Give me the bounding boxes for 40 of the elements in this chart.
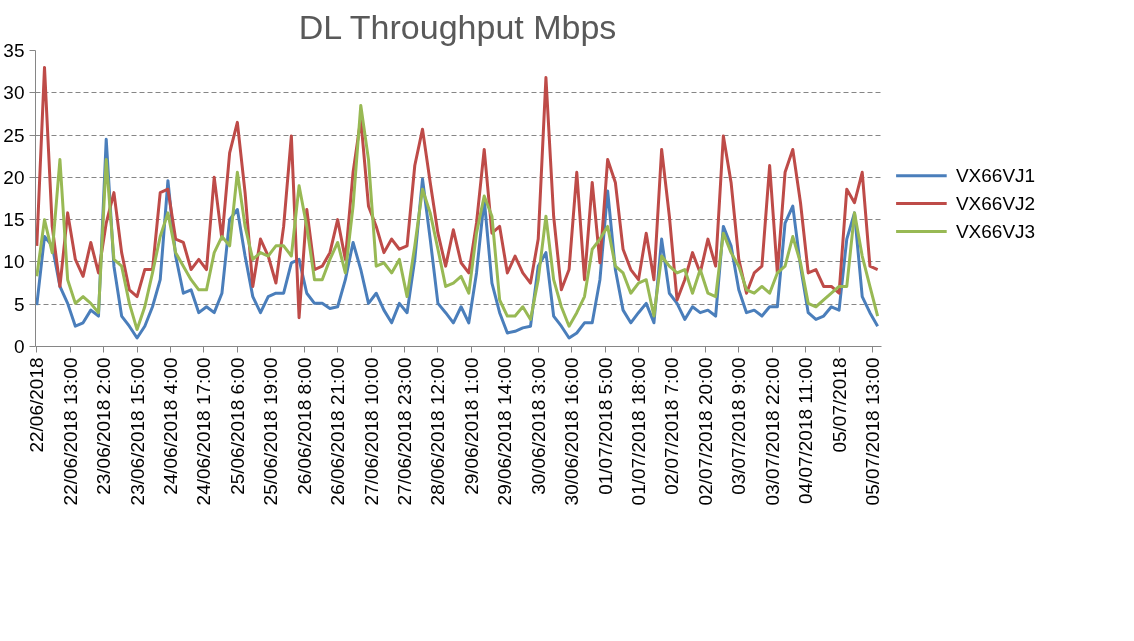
legend-label: VX66VJ2 xyxy=(955,193,1036,215)
x-tick-label: 22/06/2018 13:00 xyxy=(59,357,81,506)
y-tick-label: 20 xyxy=(3,166,25,188)
x-tick-label: 22/06/2018 xyxy=(26,357,48,453)
x-tick-label: 02/07/2018 7:00 xyxy=(661,357,683,495)
x-tick-label: 25/06/2018 6:00 xyxy=(226,357,248,495)
x-tick-label: 28/06/2018 12:00 xyxy=(427,357,449,506)
y-tick-label: 0 xyxy=(13,336,25,357)
legend-label: VX66VJ1 xyxy=(955,165,1036,187)
x-tick-label: 27/06/2018 10:00 xyxy=(360,357,382,506)
x-tick-label: 29/06/2018 14:00 xyxy=(494,357,516,506)
line-series xyxy=(35,65,880,320)
x-tick-label: 23/06/2018 15:00 xyxy=(126,357,148,506)
x-tick-label: 24/06/2018 4:00 xyxy=(160,357,181,495)
x-tick-label: 03/07/2018 9:00 xyxy=(728,357,750,495)
x-tick-label: 25/06/2018 19:00 xyxy=(260,357,282,506)
legend-label: VX66VJ3 xyxy=(955,220,1036,242)
x-tick-label: 05/07/2018 13:00 xyxy=(862,357,883,506)
x-tick-label: 05/07/2018 xyxy=(828,357,850,453)
y-tick-label: 5 xyxy=(13,293,25,315)
x-tick-label: 01/07/2018 5:00 xyxy=(594,357,616,495)
x-tick-label: 26/06/2018 21:00 xyxy=(327,357,349,506)
y-tick-label: 15 xyxy=(3,209,25,231)
x-tick-label: 26/06/2018 8:00 xyxy=(293,357,315,495)
y-tick-label: 30 xyxy=(3,82,25,104)
x-tick-label: 03/07/2018 22:00 xyxy=(761,357,783,506)
x-tick-label: 04/07/2018 11:00 xyxy=(795,357,817,505)
x-tick-label: 27/06/2018 23:00 xyxy=(394,357,415,506)
x-tick-label: 01/07/2018 18:00 xyxy=(628,357,649,506)
chart-title: DL Throughput Mbps xyxy=(298,7,617,46)
y-tick-label: 35 xyxy=(3,40,25,61)
y-tick-label: 25 xyxy=(3,124,25,146)
x-tick-label: 02/07/2018 20:00 xyxy=(694,357,716,506)
x-tick-label: 24/06/2018 17:00 xyxy=(193,357,215,506)
y-tick-label: 10 xyxy=(3,251,25,273)
x-tick-label: 30/06/2018 16:00 xyxy=(561,357,583,506)
line-series xyxy=(35,103,880,332)
x-tick-label: 30/06/2018 3:00 xyxy=(527,357,549,495)
x-tick-label: 29/06/2018 1:00 xyxy=(460,357,482,495)
x-tick-label: 23/06/2018 2:00 xyxy=(93,357,115,495)
